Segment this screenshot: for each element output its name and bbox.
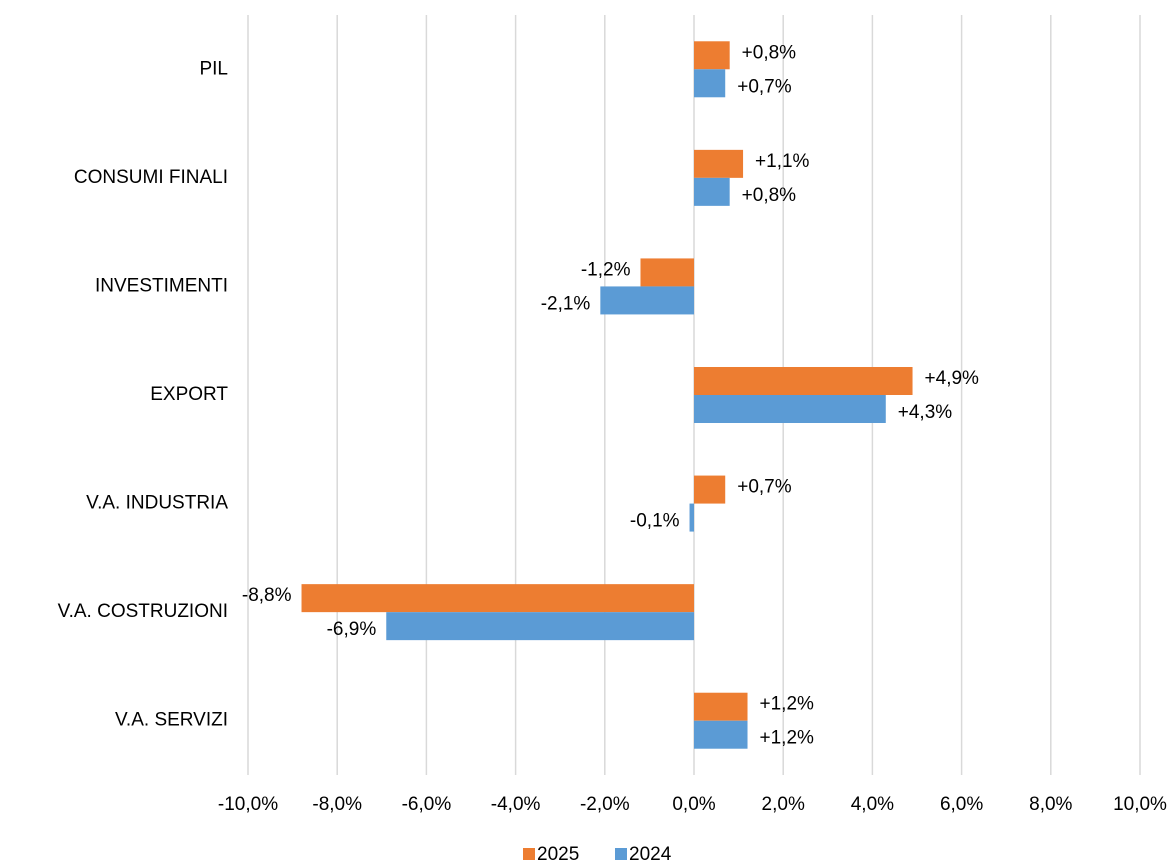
data-label: +4,3%: [898, 402, 953, 423]
bar: [694, 367, 913, 395]
x-tick-label: 4,0%: [851, 794, 894, 815]
data-label: +1,2%: [760, 694, 815, 715]
x-tick-label: -2,0%: [580, 794, 630, 815]
bar: [694, 720, 748, 749]
x-tick-label: -4,0%: [491, 794, 541, 815]
x-tick-label: 6,0%: [940, 794, 983, 815]
legend-label: 2025: [537, 844, 579, 864]
data-label: +1,2%: [760, 728, 815, 749]
x-tick-label: 10,0%: [1113, 794, 1167, 815]
data-label: +4,9%: [925, 368, 980, 389]
data-label: +0,7%: [737, 477, 792, 498]
data-label: +0,7%: [737, 76, 792, 97]
x-tick-label: 0,0%: [672, 794, 715, 815]
x-tick-label: 2,0%: [762, 794, 805, 815]
bar: [694, 177, 730, 206]
y-tick-label: V.A. SERVIZI: [115, 710, 228, 731]
x-tick-label: -10,0%: [218, 794, 278, 815]
legend-swatch: [615, 848, 627, 860]
data-label: +0,8%: [742, 42, 797, 63]
data-label: +1,1%: [755, 151, 810, 172]
bar: [301, 584, 694, 613]
bar: [694, 475, 726, 504]
data-label: -6,9%: [327, 619, 377, 640]
y-tick-label: V.A. INDUSTRIA: [86, 493, 228, 514]
x-tick-label: -6,0%: [402, 794, 452, 815]
legend-swatch: [523, 848, 535, 860]
y-tick-label: PIL: [199, 58, 228, 79]
data-label: -0,1%: [630, 511, 680, 532]
legend-label: 2024: [629, 844, 672, 864]
y-tick-label: INVESTIMENTI: [95, 275, 228, 296]
bar: [694, 69, 726, 98]
bar: [694, 149, 744, 178]
bar: [694, 41, 730, 70]
bar: [640, 258, 694, 287]
y-tick-label: V.A. COSTRUZIONI: [58, 601, 228, 622]
bar: [694, 692, 748, 721]
bar: [694, 395, 886, 423]
data-label: -1,2%: [581, 259, 631, 280]
data-label: -8,8%: [242, 585, 292, 606]
y-tick-label: CONSUMI FINALI: [74, 167, 228, 188]
bar: [386, 612, 694, 641]
bar: [600, 286, 694, 315]
x-tick-label: 8,0%: [1029, 794, 1072, 815]
data-label: -2,1%: [541, 293, 591, 314]
y-tick-label: EXPORT: [150, 384, 228, 405]
bar: [689, 503, 694, 532]
data-label: +0,8%: [742, 185, 797, 206]
x-tick-label: -8,0%: [312, 794, 362, 815]
